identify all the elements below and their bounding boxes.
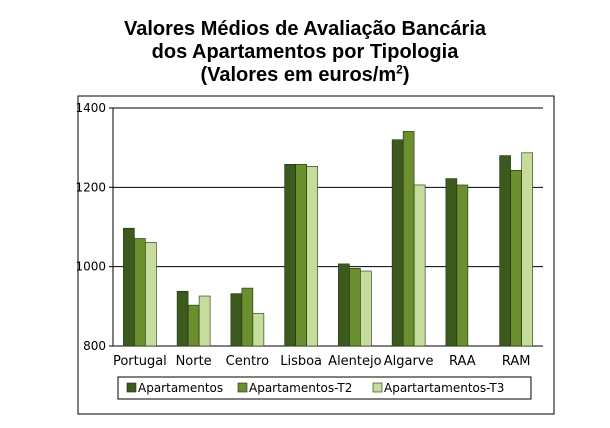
- bar: [499, 155, 511, 347]
- x-category-label: Portugal: [113, 354, 167, 369]
- bar: [123, 227, 135, 347]
- legend-swatch: [237, 382, 248, 393]
- chart-title: Valores Médios de Avaliação Bancária dos…: [0, 18, 610, 87]
- bar: [456, 184, 469, 347]
- y-tick-label: 1400: [75, 101, 106, 115]
- y-tick-label: 1000: [75, 260, 106, 274]
- x-category-label: RAM: [502, 354, 531, 369]
- plot-area: 800 1000 1200 1400 Portugal Norte Centro Lisboa…: [75, 101, 543, 369]
- bar: [521, 152, 533, 347]
- bar: [349, 267, 361, 347]
- title-line-3-suffix: ): [402, 64, 410, 86]
- bar: [402, 131, 415, 347]
- x-category-label: RAA: [449, 354, 476, 369]
- bar: [198, 295, 211, 347]
- legend-swatch: [372, 382, 383, 393]
- bar: [241, 287, 254, 347]
- bar: [145, 242, 157, 347]
- x-category-label: Algarve: [384, 354, 434, 369]
- title-line-2: dos Apartamentos por Tipologia: [151, 41, 459, 63]
- bar: [338, 263, 350, 347]
- bar: [306, 166, 318, 347]
- y-tick-label: 800: [83, 339, 106, 353]
- legend-box: [117, 376, 532, 400]
- bar: [252, 313, 265, 347]
- bar: [391, 139, 404, 347]
- legend-label: Apartartamentos-T3: [384, 381, 504, 395]
- x-category-label: Norte: [176, 354, 212, 369]
- title-superscript: 2: [396, 62, 403, 77]
- legend-label: Apartamentos: [138, 381, 223, 395]
- bar: [510, 169, 522, 347]
- x-category-label: Alentejo: [328, 354, 381, 369]
- title-line-1: Valores Médios de Avaliação Bancária: [123, 18, 487, 40]
- bar: [445, 178, 458, 347]
- bar: [295, 164, 307, 347]
- legend-swatch: [126, 382, 137, 393]
- title-line-3-prefix: (Valores em euros/m: [200, 64, 397, 86]
- bar: [413, 184, 426, 347]
- bar: [230, 293, 243, 347]
- title-line-3: (Valores em euros/m2): [0, 62, 610, 87]
- legend-label: Apartamentos-T2: [249, 381, 352, 395]
- legend: Apartamentos Apartamentos-T2 Apartartament…: [117, 376, 532, 400]
- bar: [134, 238, 146, 347]
- y-tick-label: 1200: [75, 180, 106, 194]
- x-category-label: Centro: [226, 354, 269, 369]
- bar: [187, 304, 200, 347]
- x-category-label: Lisboa: [280, 354, 322, 369]
- bar: [360, 270, 372, 347]
- bar: [284, 164, 296, 347]
- bar: [176, 290, 189, 347]
